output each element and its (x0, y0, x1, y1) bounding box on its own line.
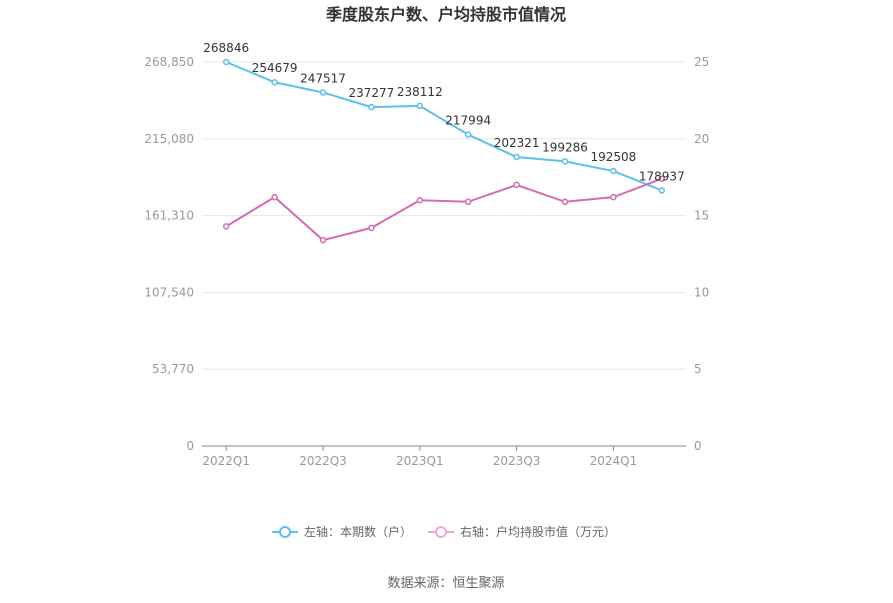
left-axis-ticks: 0 53,770 107,540 161,310 215,080 268,850 (144, 55, 194, 453)
series-lines (222, 58, 666, 244)
data-label: 237277 (348, 86, 394, 100)
grid-lines (202, 61, 686, 370)
series-line-2 (225, 177, 663, 242)
x-tick-label: 2024Q1 (590, 454, 638, 468)
x-tick-label: 2023Q3 (493, 454, 541, 468)
series-1-point (464, 131, 472, 138)
series-1-point (271, 78, 278, 86)
series-2-point (222, 223, 230, 230)
x-axis: 2022Q1 2022Q3 2023Q1 2023Q3 2024Q1 (202, 445, 686, 468)
legend-label-1: 左轴：本期数（户） (304, 524, 412, 539)
series-2-point (561, 198, 569, 206)
data-source: 数据来源：恒生聚源 (387, 576, 504, 591)
series-2-point (658, 175, 666, 182)
data-label: 268846 (203, 41, 249, 55)
series-1-point (319, 89, 327, 96)
right-tick-label: 10 (694, 285, 709, 299)
data-label: 199286 (542, 140, 588, 154)
left-tick-label: 215,080 (144, 132, 194, 146)
series-1-point (416, 102, 424, 110)
series-line-1 (225, 61, 663, 192)
legend-label-2: 右轴：户均持股市值（万元） (460, 524, 616, 539)
right-tick-label: 15 (694, 209, 709, 223)
legend-marker-1 (279, 526, 291, 538)
series-1-point (610, 167, 617, 175)
series-1-point (561, 158, 569, 165)
series-1-point (513, 153, 520, 161)
data-label: 217994 (445, 114, 491, 128)
data-label: 178937 (639, 169, 685, 183)
right-tick-label: 20 (694, 132, 709, 146)
legend: 左轴：本期数（户） 右轴：户均持股市值（万元） (272, 524, 616, 539)
legend-marker-2 (435, 526, 447, 538)
right-tick-label: 25 (694, 55, 709, 69)
series-1-point (658, 187, 666, 194)
series-2-point (416, 196, 424, 204)
series-2-point (319, 236, 327, 244)
series-2-point (271, 193, 278, 201)
left-tick-label: 268,850 (144, 55, 194, 69)
series-1-point (368, 103, 375, 111)
data-label: 192508 (590, 150, 636, 164)
series-2-point (513, 181, 520, 189)
series-1-point (222, 58, 230, 66)
x-tick-label: 2022Q1 (202, 454, 250, 468)
right-axis-ticks: 0 5 10 15 20 25 (694, 55, 709, 453)
x-tick-label: 2023Q1 (396, 454, 444, 468)
right-tick-label: 0 (694, 439, 702, 453)
data-label: 247517 (300, 71, 346, 85)
left-tick-label: 0 (186, 439, 194, 453)
series-2-point (368, 224, 375, 232)
left-tick-label: 53,770 (152, 362, 194, 376)
chart-title: 季度股东户数、户均持股市值情况 (325, 5, 566, 24)
series-2-point (464, 198, 472, 206)
data-label: 238112 (397, 85, 443, 99)
x-tick-label: 2022Q3 (299, 454, 347, 468)
left-tick-label: 161,310 (144, 209, 194, 223)
data-label: 254679 (252, 61, 298, 75)
left-tick-label: 107,540 (144, 285, 194, 299)
series-2-point (610, 193, 617, 201)
data-label: 202321 (494, 136, 540, 150)
right-tick-label: 5 (694, 362, 702, 376)
